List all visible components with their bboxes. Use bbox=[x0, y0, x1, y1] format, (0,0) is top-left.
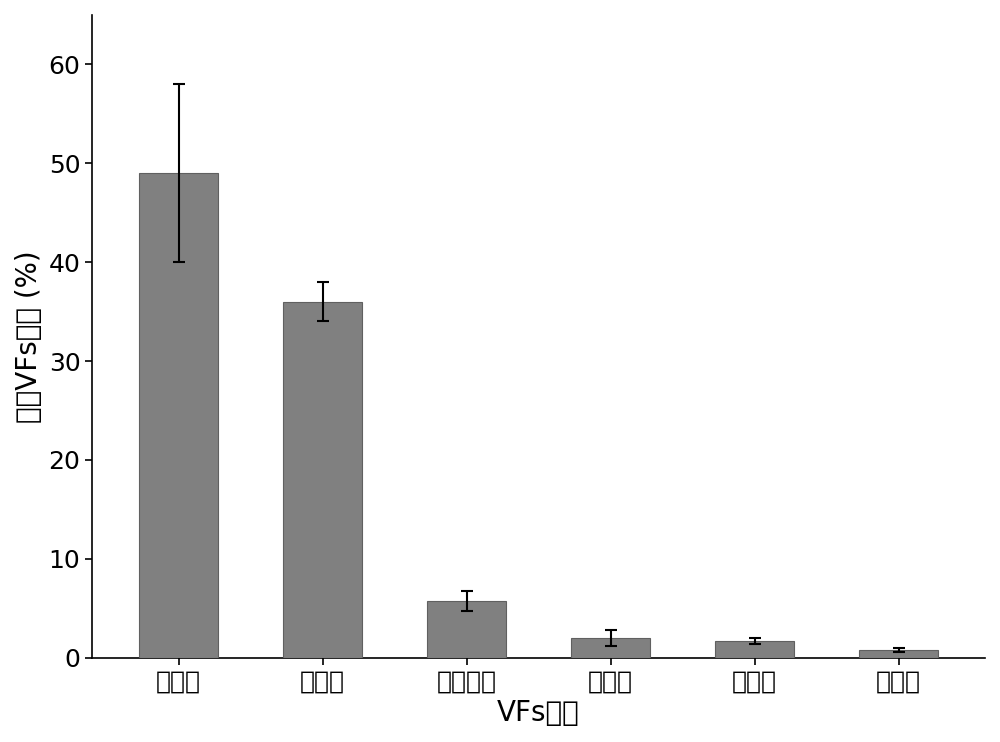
Bar bbox=[859, 650, 938, 657]
Bar bbox=[571, 638, 650, 657]
Bar bbox=[427, 601, 506, 657]
X-axis label: VFs类型: VFs类型 bbox=[497, 699, 580, 727]
Bar bbox=[283, 302, 362, 657]
Bar bbox=[139, 173, 218, 657]
Bar bbox=[715, 641, 794, 657]
Y-axis label: 占总VFs比例 (%): 占总VFs比例 (%) bbox=[15, 250, 43, 423]
